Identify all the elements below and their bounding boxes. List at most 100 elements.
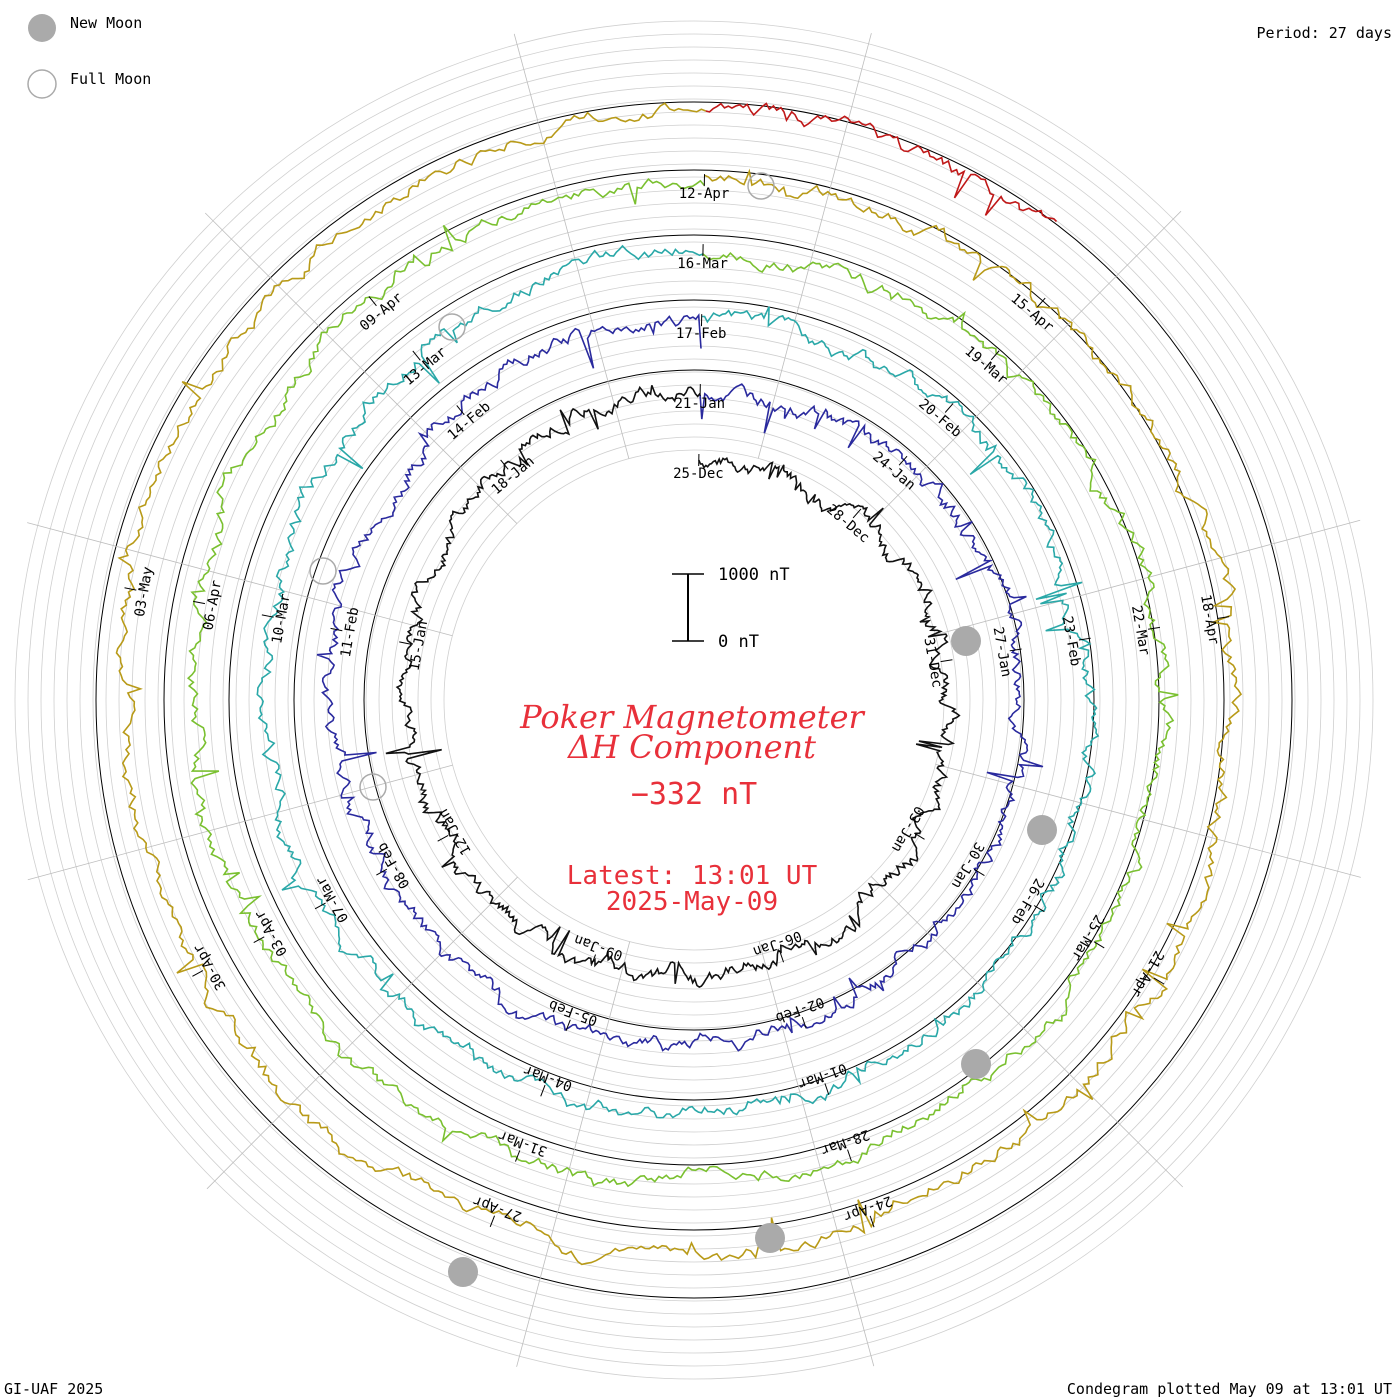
date-label: 31-Dec bbox=[920, 636, 945, 689]
trace-rotation-4 bbox=[115, 102, 1243, 1266]
date-tick bbox=[990, 350, 1000, 361]
date-tick bbox=[314, 902, 326, 910]
date-tick bbox=[1153, 977, 1165, 985]
date-label: 21-Apr bbox=[1127, 948, 1166, 1000]
date-tick bbox=[869, 1215, 875, 1228]
date-label: 21-Jan bbox=[675, 396, 726, 412]
date-label: 11-Feb bbox=[338, 606, 363, 659]
date-tick bbox=[124, 587, 137, 591]
date-tick bbox=[253, 936, 265, 944]
moon-markers bbox=[309, 172, 1057, 1287]
date-tick bbox=[898, 455, 908, 466]
grid-ring bbox=[196, 202, 1192, 1198]
date-tick bbox=[565, 1019, 571, 1032]
date-label: 10-Mar bbox=[269, 593, 294, 646]
date-tick bbox=[847, 1149, 852, 1162]
reference-ring bbox=[95, 101, 1293, 1299]
date-label: 16-Mar bbox=[677, 256, 728, 272]
date-label: 22-Mar bbox=[1128, 604, 1153, 657]
chart-subtitle: ΔH Component bbox=[566, 728, 816, 766]
period-label: Period: 27 days bbox=[1257, 24, 1392, 42]
date-tick bbox=[779, 950, 785, 963]
grid-ring bbox=[300, 306, 1088, 1094]
date-label: 20-Feb bbox=[915, 396, 964, 441]
date-label: 30-Jan bbox=[948, 839, 987, 891]
scale-bar: 1000 nT 0 nT bbox=[672, 565, 790, 652]
date-label: 13-Mar bbox=[401, 344, 450, 389]
grid-ring bbox=[79, 85, 1309, 1315]
date-tick bbox=[456, 405, 465, 416]
date-tick bbox=[193, 600, 206, 605]
date-tick bbox=[515, 1150, 521, 1162]
full-moon-marker bbox=[438, 313, 466, 341]
date-tick bbox=[330, 627, 343, 632]
date-label: 08-Feb bbox=[374, 839, 413, 891]
trace-rotation-3 bbox=[186, 177, 1179, 1188]
footer-credit: GI-UAF 2025 bbox=[4, 1380, 103, 1398]
grid-ring bbox=[14, 20, 1374, 1380]
date-tick bbox=[852, 508, 862, 519]
full-moon-marker bbox=[359, 773, 387, 801]
date-tick bbox=[973, 868, 985, 876]
date-tick bbox=[913, 832, 925, 840]
date-tick bbox=[261, 614, 274, 618]
date-label: 04-Mar bbox=[522, 1061, 575, 1093]
grid-ring bbox=[248, 254, 1140, 1146]
date-label: 12-Apr bbox=[679, 186, 730, 202]
trace-rotation-0 bbox=[385, 385, 961, 989]
date-tick bbox=[940, 659, 953, 663]
grid-ring bbox=[274, 280, 1114, 1120]
date-label: 12-Jan bbox=[436, 806, 475, 858]
trace-rotation-5 bbox=[705, 102, 1058, 223]
grid-ring bbox=[391, 397, 997, 1003]
grid-ring bbox=[378, 384, 1010, 1016]
date-label: 17-Feb bbox=[676, 326, 727, 342]
date-label: 15-Apr bbox=[1007, 291, 1056, 336]
grid-ring bbox=[235, 241, 1153, 1159]
latest-date: 2025-May-09 bbox=[606, 887, 778, 917]
new-moon-icon bbox=[28, 14, 56, 42]
new-moon-marker bbox=[448, 1257, 478, 1287]
date-tick bbox=[944, 403, 954, 413]
date-tick bbox=[824, 1083, 830, 1095]
date-label: 03-Jan bbox=[888, 803, 927, 855]
grid-ring bbox=[430, 436, 958, 964]
date-tick bbox=[1036, 297, 1046, 308]
date-tick bbox=[540, 1084, 546, 1097]
date-tick bbox=[399, 641, 412, 645]
new-moon-marker bbox=[755, 1223, 785, 1253]
grid-ring bbox=[118, 124, 1270, 1276]
grid-ring bbox=[313, 319, 1075, 1081]
footer-plotted: Condegram plotted May 09 at 13:01 UT bbox=[1067, 1380, 1392, 1398]
grid-spoke bbox=[513, 33, 630, 459]
grid-spoke bbox=[757, 33, 872, 459]
current-value: −332 nT bbox=[631, 777, 757, 812]
grid-spoke bbox=[870, 876, 1184, 1188]
grid-ring bbox=[27, 33, 1361, 1367]
date-tick bbox=[1009, 648, 1022, 652]
grid-spoke bbox=[758, 941, 875, 1367]
date-tick bbox=[1217, 616, 1230, 619]
reference-ring bbox=[363, 369, 1025, 1031]
grid-ring bbox=[183, 189, 1205, 1211]
date-tick bbox=[801, 1016, 807, 1029]
grid-spoke bbox=[204, 212, 518, 524]
grid-ring bbox=[53, 59, 1335, 1341]
center-title: Poker Magnetometer ΔH Component −332 nT … bbox=[519, 698, 865, 917]
latest-time: Latest: 13:01 UT bbox=[567, 861, 818, 891]
date-tick bbox=[1078, 637, 1091, 641]
date-tick bbox=[412, 350, 421, 361]
date-label: 09-Apr bbox=[357, 290, 406, 335]
grid-ring bbox=[157, 163, 1231, 1237]
legend: New Moon Full Moon bbox=[27, 14, 151, 99]
date-tick bbox=[437, 835, 449, 842]
date-tick bbox=[368, 296, 377, 307]
date-tick bbox=[500, 459, 509, 470]
grid-ring bbox=[170, 176, 1218, 1224]
grid-ring bbox=[40, 46, 1348, 1354]
date-label: 02-Feb bbox=[773, 993, 826, 1025]
date-tick bbox=[1148, 626, 1161, 630]
date-tick bbox=[1093, 941, 1105, 949]
grid-spoke bbox=[27, 522, 453, 637]
